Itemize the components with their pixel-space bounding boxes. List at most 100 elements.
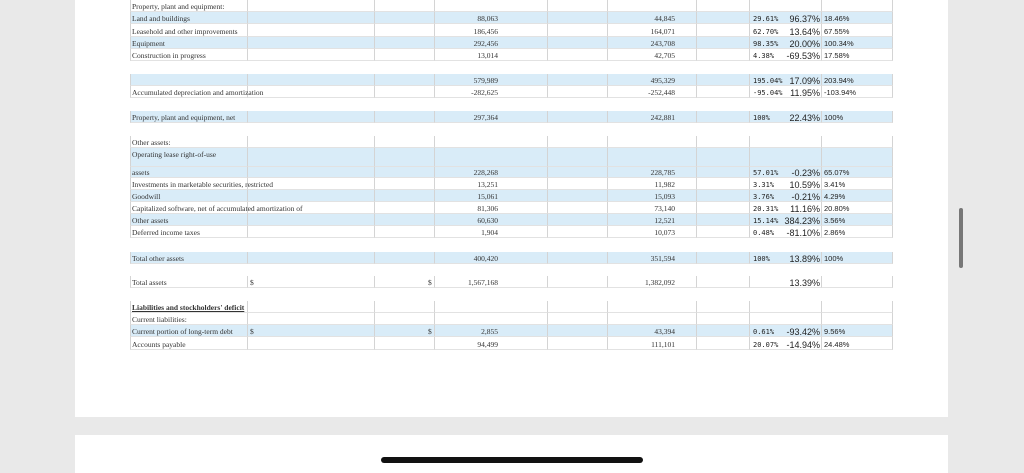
cell-border — [248, 37, 375, 49]
cell-p2: 15.14% — [753, 217, 779, 225]
cell-border — [130, 74, 248, 86]
cell-p2: 4.38% — [753, 52, 775, 60]
cell-border — [608, 226, 697, 238]
table-row: Operating lease right-of-use — [130, 148, 893, 167]
cell-border — [130, 167, 248, 178]
cell-border — [548, 252, 608, 264]
cell-p3: 24.48% — [824, 340, 850, 349]
row-label: Total assets — [132, 278, 167, 287]
cell-border — [435, 148, 548, 167]
row-label: Current portion of long-term debt — [132, 327, 233, 336]
cell-v1: 228,268 — [473, 168, 498, 177]
cell-border — [375, 148, 435, 167]
table-row: Total assets $1,567,168 $1,382,092 13.39% — [130, 276, 893, 288]
cell-v1: 60,630 — [477, 216, 498, 225]
cell-p1: 17.09% — [789, 76, 820, 86]
cell-p2: 0.48% — [753, 229, 775, 237]
cell-border — [697, 74, 750, 86]
cell-p2: 29.61% — [753, 15, 779, 23]
cell-border — [435, 37, 548, 49]
cell-border — [130, 12, 248, 24]
cell-border — [697, 49, 750, 61]
cell-c1: $ — [250, 278, 254, 287]
cell-border — [750, 136, 822, 148]
cell-border — [375, 136, 435, 148]
row-label: Investments in marketable securities, re… — [132, 180, 273, 189]
cell-border — [435, 276, 548, 288]
cell-border — [248, 252, 375, 264]
cell-p1: 13.89% — [789, 254, 820, 264]
table-row: Equipment 292,456 243,708 20.00% 98.35% 100.3… — [130, 37, 893, 49]
cell-border — [697, 178, 750, 190]
cell-border — [548, 74, 608, 86]
cell-v1: 94,499 — [477, 340, 498, 349]
row-label: Goodwill — [132, 192, 161, 201]
cell-p3: 17.58% — [824, 51, 850, 60]
cell-border — [822, 214, 893, 226]
cell-border — [130, 37, 248, 49]
cell-border — [248, 301, 375, 313]
table-row: Construction in progress 13,014 42,705 -69.… — [130, 49, 893, 61]
cell-border — [608, 276, 697, 288]
cell-p1: 20.00% — [789, 39, 820, 49]
row-label: Capitalized software, net of accumulated… — [132, 204, 303, 213]
cell-v1: 2,855 — [481, 327, 498, 336]
table-row: assets 228,268 228,785 -0.23% 57.01% 65.07% — [130, 167, 893, 178]
table-row: Current portion of long-term debt $2,855 $… — [130, 325, 893, 337]
cell-border — [375, 111, 435, 123]
cell-border — [548, 24, 608, 37]
cell-p1: 22.43% — [789, 113, 820, 123]
cell-border — [548, 178, 608, 190]
cell-border — [608, 202, 697, 214]
cell-border — [130, 214, 248, 226]
cell-p3: 18.46% — [824, 14, 850, 23]
cell-border — [608, 37, 697, 49]
cell-p3: 2.86% — [824, 228, 846, 237]
cell-v2: 44,845 — [654, 14, 675, 23]
cell-border — [248, 148, 375, 167]
row-label: Total other assets — [132, 254, 184, 263]
cell-border — [435, 74, 548, 86]
cell-border — [435, 167, 548, 178]
cell-border — [608, 214, 697, 226]
table-row: Other assets 60,630 12,521 384.23% 15.14% 3.5… — [130, 214, 893, 226]
cell-v2: 12,521 — [654, 216, 675, 225]
cell-v1: 1,904 — [481, 228, 498, 237]
cell-c2: $ — [428, 278, 432, 287]
row-label: Property, plant and equipment: — [132, 2, 225, 11]
cell-p2: 3.76% — [753, 193, 775, 201]
cell-p2: 100% — [753, 255, 770, 263]
cell-border — [697, 190, 750, 202]
cell-p3: -103.94% — [824, 88, 857, 97]
cell-border — [697, 136, 750, 148]
cell-border — [608, 24, 697, 37]
cell-border — [435, 202, 548, 214]
cell-border — [750, 49, 822, 61]
cell-border — [130, 313, 248, 325]
cell-border — [750, 0, 822, 12]
cell-border — [375, 86, 435, 98]
cell-border — [608, 0, 697, 12]
document-page — [75, 0, 948, 417]
cell-border — [548, 313, 608, 325]
cell-border — [750, 226, 822, 238]
cell-border — [435, 49, 548, 61]
cell-border — [608, 136, 697, 148]
cell-border — [750, 148, 822, 167]
cell-v2: 228,785 — [650, 168, 675, 177]
cell-p1: -0.21% — [791, 192, 820, 202]
cell-border — [750, 12, 822, 24]
table-row: Investments in marketable securities, re… — [130, 178, 893, 190]
cell-border — [750, 190, 822, 202]
cell-border — [548, 167, 608, 178]
cell-p2: 195.04% — [753, 77, 783, 85]
cell-border — [375, 24, 435, 37]
cell-p3: 65.07% — [824, 168, 850, 177]
cell-border — [750, 167, 822, 178]
cell-border — [822, 202, 893, 214]
cell-border — [608, 148, 697, 167]
cell-border — [248, 313, 375, 325]
cell-v1: 297,364 — [473, 113, 498, 122]
cell-v2: 495,329 — [650, 76, 675, 85]
cell-border — [548, 301, 608, 313]
